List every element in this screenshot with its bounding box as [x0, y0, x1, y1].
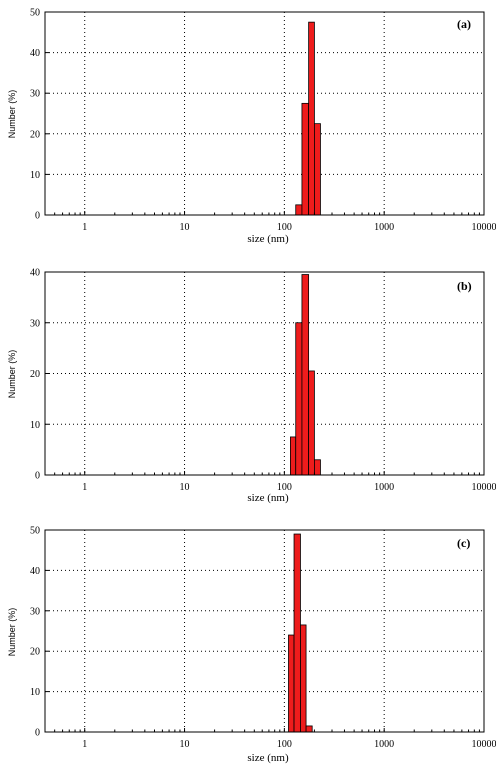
panel-a-xtick-label: 10 [180, 222, 190, 233]
panel-a-bar [308, 21, 315, 216]
panel-b-bar [295, 322, 303, 476]
panel-c-label: (c) [457, 536, 470, 550]
panel-c-xtick-label: 100 [277, 739, 292, 750]
panel-a-ytick-label: 0 [35, 211, 40, 222]
panel-c-ytick-label: 10 [30, 687, 40, 698]
panel-c-bar [293, 533, 301, 733]
panel-b-xtick-label: 10000 [472, 482, 496, 493]
panel-b-ytick-label: 30 [30, 318, 40, 329]
panel-c-xtick-label: 10 [180, 739, 190, 750]
panel-b: (b) Number (%) size (nm) 1 10 100 1000 10000… [7, 268, 496, 505]
panel-c-ytick-label: 30 [30, 606, 40, 617]
panel-b-ytick-label: 20 [30, 369, 40, 380]
panel-b-bar [308, 370, 315, 476]
panel-a-ylabel: Number (%) [7, 90, 17, 139]
panel-b-bar [314, 459, 321, 476]
panel-b-ytick-label: 0 [35, 471, 40, 482]
panel-c-ytick-label: 0 [35, 728, 40, 739]
panel-a-bar [295, 204, 303, 216]
panel-b-bar [290, 436, 297, 476]
panel-a-xtick-label: 10000 [472, 222, 496, 233]
panel-b-ytick-label: 40 [30, 268, 40, 279]
panel-b-xtick-label: 10 [180, 482, 190, 493]
panel-a-ytick-label: 10 [30, 170, 40, 181]
panel-c-xlabel: size (nm) [247, 752, 289, 764]
panel-c-ytick-label: 20 [30, 647, 40, 658]
panel-c-ylabel: Number (%) [7, 608, 17, 657]
panel-c-xtick-label: 10000 [472, 739, 496, 750]
panel-b-plot-frame [44, 271, 485, 476]
panel-a-label: (a) [457, 17, 471, 31]
panel-a: (a) Number (%) size (nm) 1 10 100 1000 10000… [7, 8, 496, 246]
panel-a-xtick-label: 100 [277, 222, 292, 233]
panel-c-ytick-label: 50 [30, 526, 40, 537]
panel-b-xtick-label: 1 [82, 482, 87, 493]
panel-c-bar [288, 634, 295, 733]
panel-b-ylabel: Number (%) [7, 350, 17, 399]
panel-a-bar [301, 102, 310, 216]
panel-a-plot-frame [44, 11, 485, 216]
panel-c-plot-frame [44, 529, 485, 733]
panel-a-xtick-label: 1 [82, 222, 87, 233]
panel-c-xtick-label: 1 [82, 739, 87, 750]
panel-a-ytick-label: 50 [30, 8, 40, 19]
panel-b-label: (b) [457, 279, 472, 293]
panel-c-xtick-label: 1000 [374, 739, 394, 750]
panel-b-ytick-label: 10 [30, 420, 40, 431]
panel-a-ytick-label: 40 [30, 48, 40, 59]
panel-c: (c) Number (%) size (nm) 1 10 100 1000 10000… [7, 526, 496, 765]
panel-a-xlabel: size (nm) [247, 233, 289, 245]
panel-c-bar [300, 624, 307, 733]
panel-a-ytick-label: 30 [30, 89, 40, 100]
panel-a-ytick-label: 20 [30, 129, 40, 140]
panel-b-xlabel: size (nm) [247, 492, 289, 504]
panel-b-xtick-label: 100 [277, 482, 292, 493]
panel-a-bar [314, 123, 321, 216]
panel-a-xtick-label: 1000 [374, 222, 394, 233]
panel-c-bar [305, 725, 313, 733]
panel-c-ytick-label: 40 [30, 566, 40, 577]
panel-b-bar [301, 274, 310, 476]
panel-b-xtick-label: 1000 [374, 482, 394, 493]
